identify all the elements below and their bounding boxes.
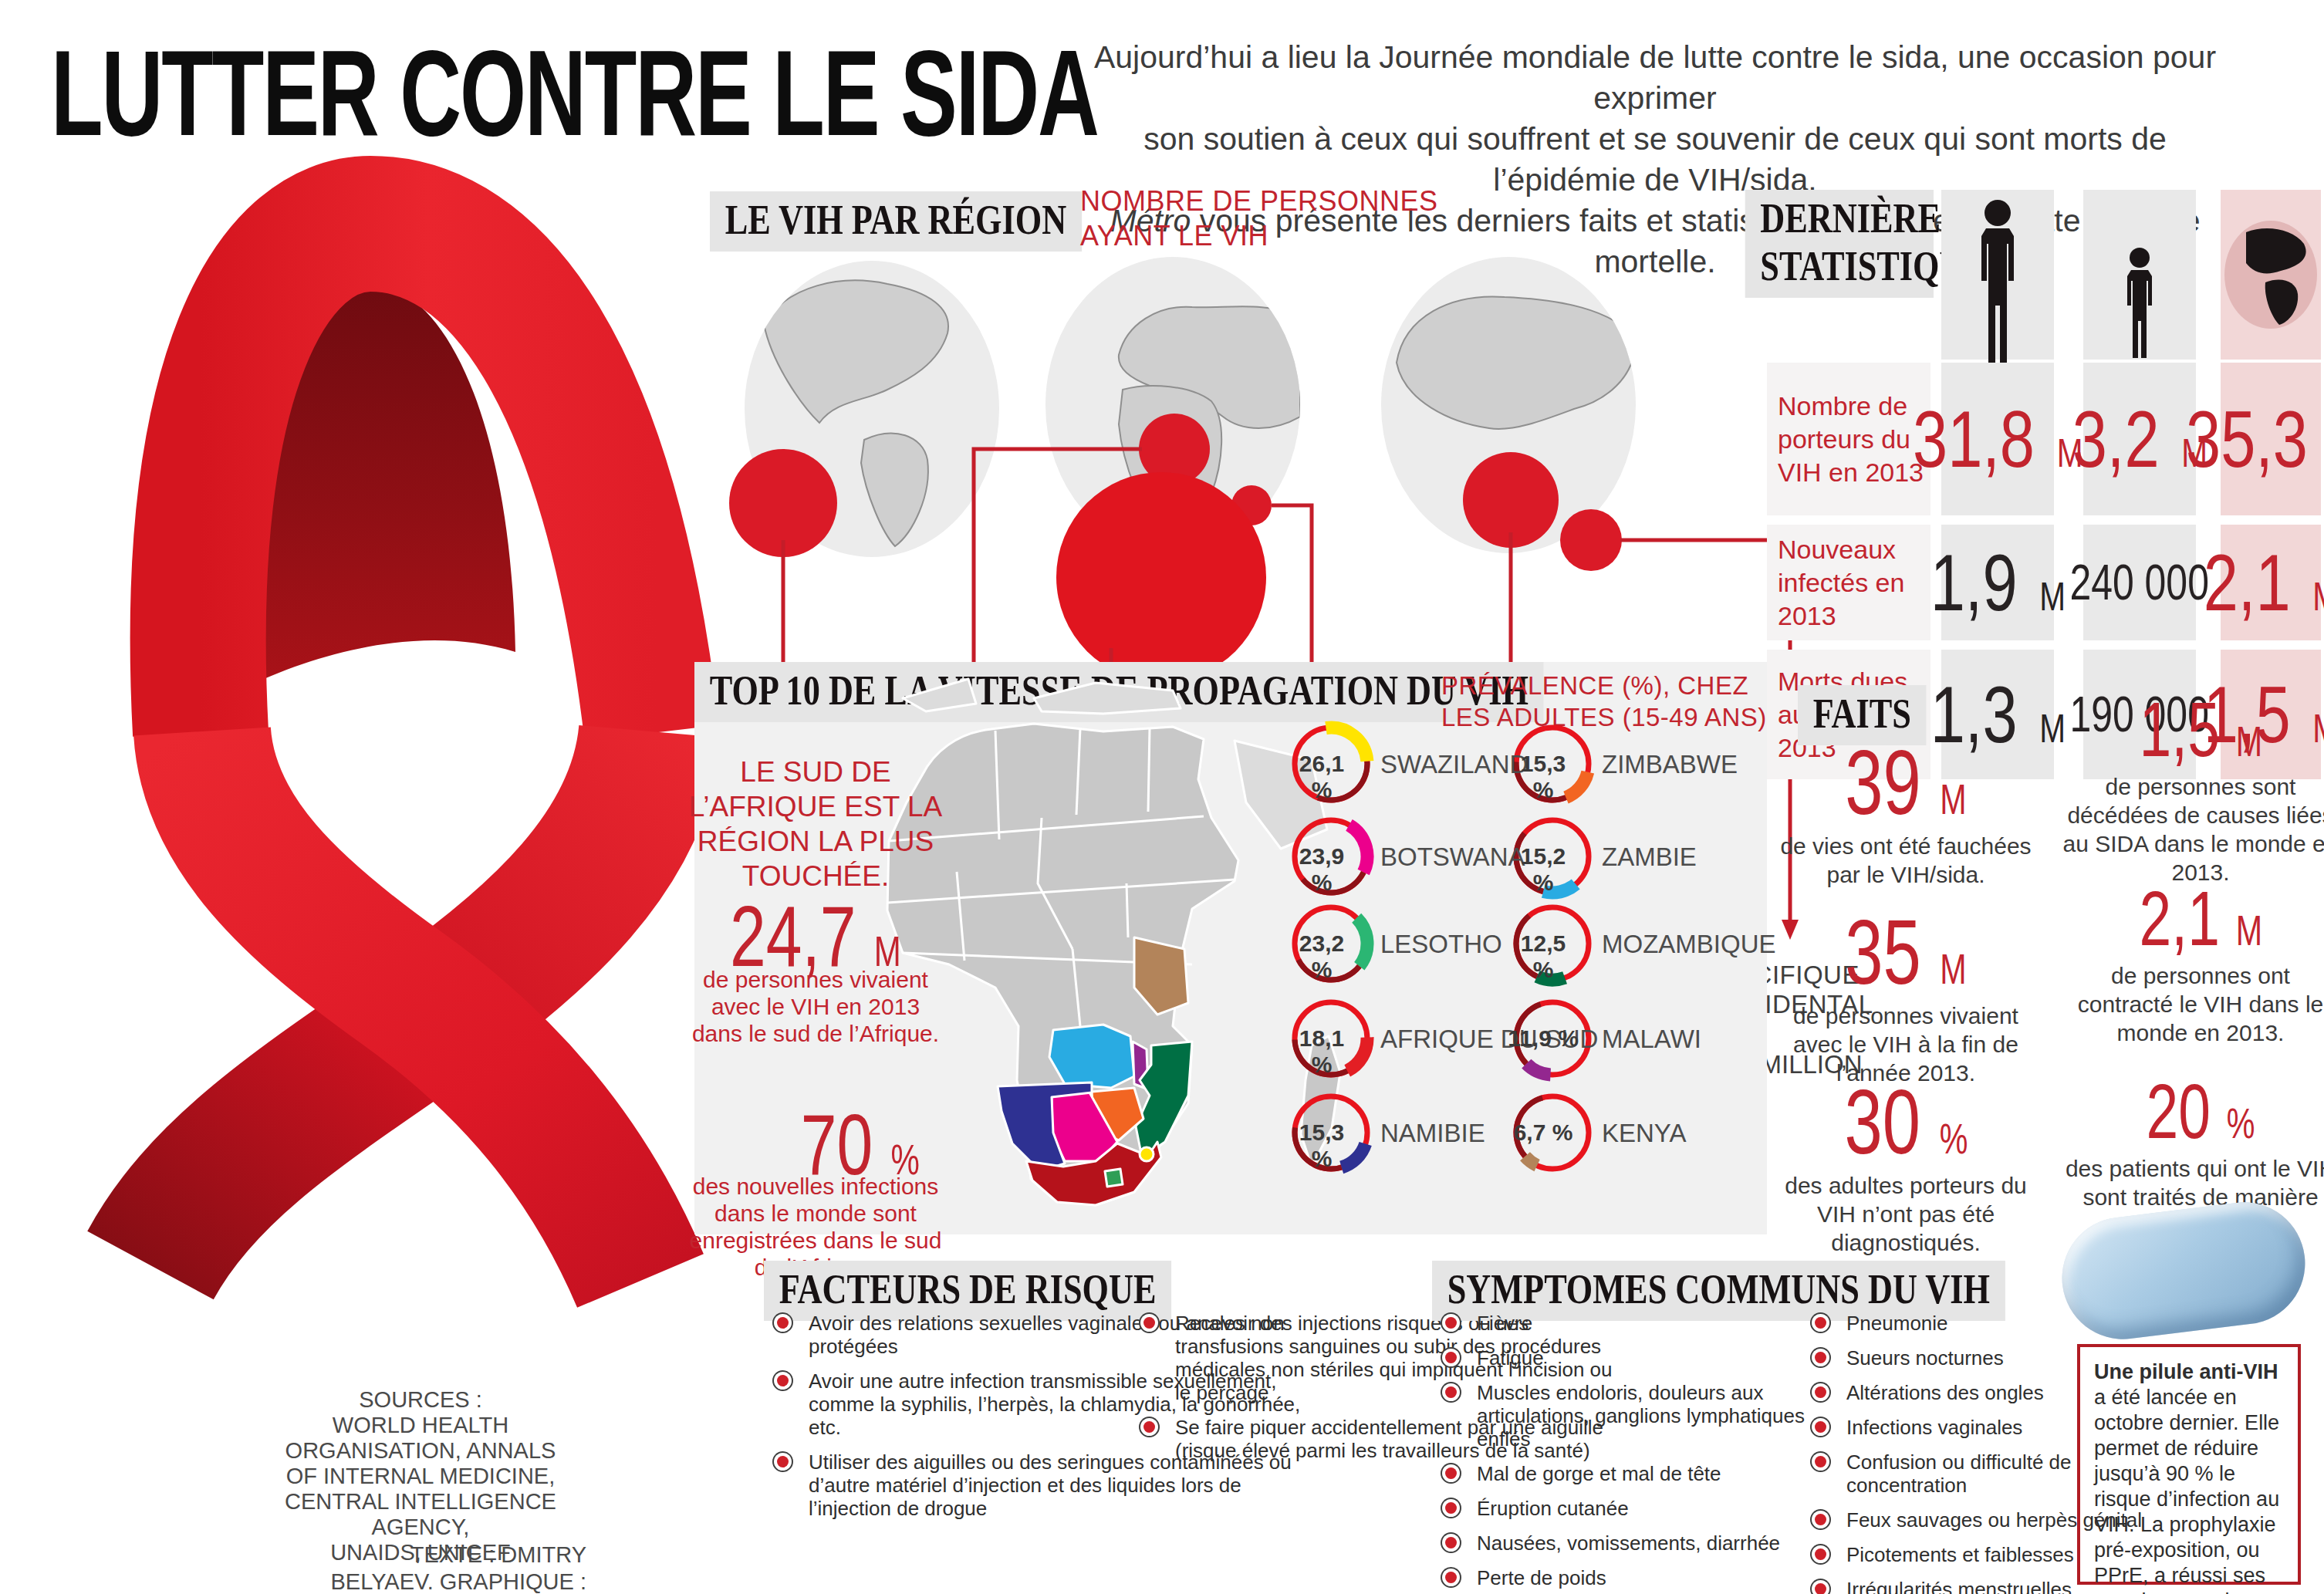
fact-item: 1,5 Mde personnes sont décédées de cause… bbox=[2062, 693, 2324, 886]
ring-pct: 18,1 % bbox=[1286, 1025, 1357, 1078]
ring-country-name: MOZAMBIQUE bbox=[1602, 930, 1776, 959]
symptom-item: Muscles endoloris, douleurs aux articula… bbox=[1440, 1381, 1826, 1450]
bullet-icon bbox=[1815, 1514, 1826, 1525]
ring-pct: 15,2 % bbox=[1508, 843, 1579, 896]
bullet-icon bbox=[1445, 1317, 1457, 1329]
bullet-icon bbox=[1445, 1502, 1457, 1514]
ring-pct: 26,1 % bbox=[1286, 751, 1357, 803]
pill-note-title: Une pilule anti-VIH bbox=[2094, 1360, 2278, 1383]
ring-country-name: LESOTHO bbox=[1380, 930, 1502, 959]
intro-line1: Aujourd’hui a lieu la Journée mondiale d… bbox=[1094, 39, 2216, 116]
symptom-item: Fatigue bbox=[1440, 1346, 1826, 1369]
stats-value-cell: 31,8 M bbox=[1941, 363, 2054, 515]
stats-value-cell: 1,9 M bbox=[1941, 525, 2054, 640]
fact-item: 2,1 Mde personnes ont contracté le VIH d… bbox=[2062, 882, 2324, 1047]
fact-item: 30 %des adultes porteurs du VIH n’ont pa… bbox=[1767, 1079, 2045, 1257]
bubble-pacifique bbox=[1560, 509, 1622, 571]
section-header-stats: DERNIÈRESSTATISTIQUES bbox=[1745, 190, 1934, 298]
fact-item: 39 Mde vies ont été fauchées par le VIH/… bbox=[1767, 739, 2045, 889]
ring-pct: 23,9 % bbox=[1286, 843, 1357, 896]
bullet-icon bbox=[1815, 1386, 1826, 1398]
sources-text: SOURCES :WORLD HEALTHORGANISATION, ANNAL… bbox=[247, 1387, 594, 1565]
bullet-icon bbox=[1815, 1317, 1826, 1329]
symptom-item: Éruption cutanée bbox=[1440, 1497, 1826, 1520]
ring-pct: 15,3 % bbox=[1508, 751, 1579, 803]
symptom-item: Nausées, vomissements, diarrhée bbox=[1440, 1532, 1826, 1555]
ring-pct: 6,7 % bbox=[1508, 1120, 1579, 1146]
stats-value-cell: 2,1 M bbox=[2221, 525, 2321, 640]
ring-country-name: KENYA bbox=[1602, 1119, 1686, 1148]
bullet-icon bbox=[1445, 1572, 1457, 1583]
symptom-item: Mal de gorge et mal de tête bbox=[1440, 1462, 1826, 1485]
symptom-item: Perte de poids bbox=[1440, 1566, 1826, 1589]
man-icon bbox=[1981, 200, 2014, 363]
bubble-afrique bbox=[1056, 472, 1266, 682]
bullet-icon bbox=[1445, 1467, 1457, 1479]
bullet-icon bbox=[1815, 1352, 1826, 1363]
ring-country-name: BOTSWANA bbox=[1380, 843, 1525, 872]
aids-ribbon bbox=[0, 0, 787, 1594]
fact-item: 35 Mde personnes vivaient avec le VIH à … bbox=[1767, 909, 2045, 1087]
pill-note-text: a été lancée en octobre dernier. Elle pe… bbox=[2094, 1386, 2279, 1594]
bullet-icon bbox=[1815, 1583, 1826, 1594]
bullet-icon bbox=[1445, 1352, 1457, 1363]
bullet-icon bbox=[1143, 1317, 1155, 1329]
ring-country-name: ZIMBABWE bbox=[1602, 750, 1738, 779]
ring-country-name: SWAZILAND bbox=[1380, 750, 1528, 779]
stats-row-label: Nombre de porteurs du VIH en 2013 bbox=[1767, 363, 1930, 515]
pill-note: Une pilule anti-VIH a été lancée en octo… bbox=[2077, 1344, 2301, 1585]
bullet-icon bbox=[1815, 1548, 1826, 1560]
stats-row-label: Nouveaux infectés en 2013 bbox=[1767, 525, 1930, 640]
stats-value-cell: 3,2 M bbox=[2083, 363, 2196, 515]
bullet-icon bbox=[1815, 1456, 1826, 1467]
stats-value-cell: 240 000 bbox=[2083, 525, 2196, 640]
ring-pct: 12,5 % bbox=[1508, 930, 1579, 983]
bullet-icon bbox=[1445, 1537, 1457, 1548]
ring-country-name: MALAWI bbox=[1602, 1025, 1701, 1054]
bullet-icon bbox=[1143, 1421, 1155, 1433]
regions-note: NOMBRE DE PERSONNESAYANT LE VIH bbox=[1080, 184, 1438, 253]
bullet-icon bbox=[1815, 1421, 1826, 1433]
ring-pct: 23,2 % bbox=[1286, 930, 1357, 983]
ring-country-name: NAMIBIE bbox=[1380, 1119, 1485, 1148]
credits-text: TEXTE : DMITRY BELYAEV. GRAPHIQUE :NANCY… bbox=[316, 1542, 586, 1594]
page-title: LUTTER CONTRE LE SIDA bbox=[51, 23, 1098, 163]
stats-value-cell: 35,3 M bbox=[2221, 363, 2321, 515]
stats-icons bbox=[1941, 190, 2324, 375]
globe-icon bbox=[2224, 221, 2317, 329]
bullet-icon bbox=[777, 1317, 789, 1329]
ring-pct: 11,9 % bbox=[1508, 1025, 1579, 1052]
bullet-icon bbox=[777, 1375, 789, 1386]
infographic-page: { "title": "LUTTER CONTRE LE SIDA", "int… bbox=[0, 0, 2324, 1594]
section-header-regions: LE VIH PAR RÉGION bbox=[710, 191, 1082, 252]
bullet-icon bbox=[1445, 1386, 1457, 1398]
symptom-item: Fièvre bbox=[1440, 1312, 1826, 1335]
ring-pct: 15,3 % bbox=[1286, 1120, 1357, 1172]
child-icon bbox=[2127, 248, 2152, 358]
bullet-icon bbox=[777, 1456, 789, 1467]
ring-country-name: ZAMBIE bbox=[1602, 843, 1697, 872]
